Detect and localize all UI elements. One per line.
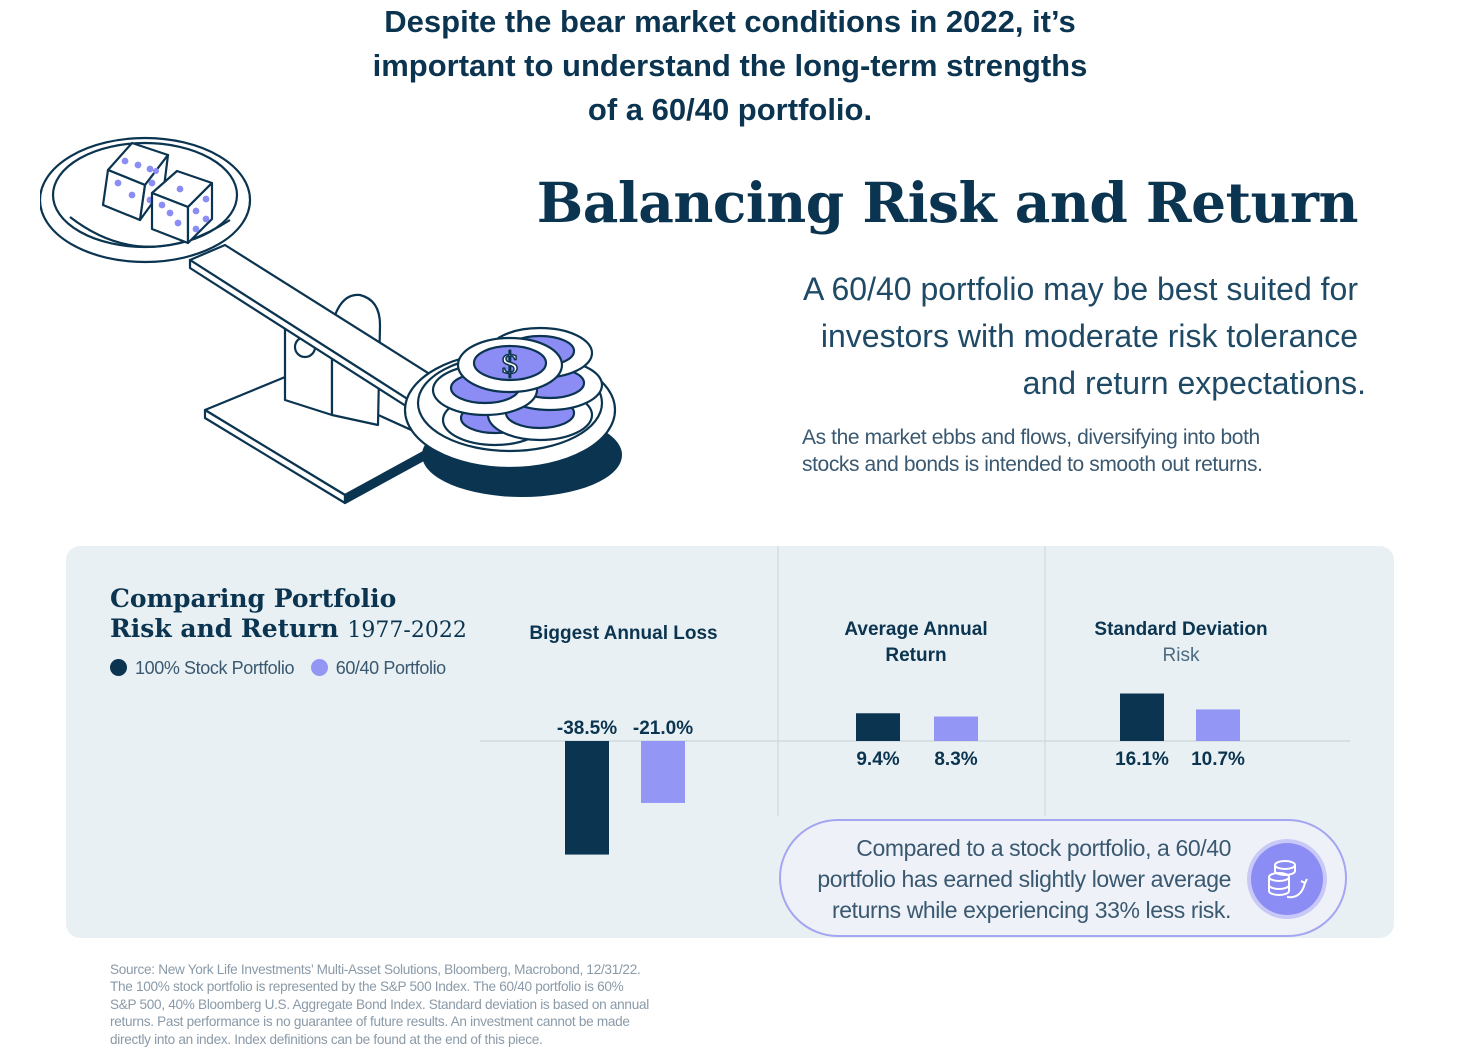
metric-title-line: Return: [885, 645, 947, 666]
body-line: stocks and bonds is intended to smooth o…: [802, 453, 1263, 476]
data-label: -21.0%: [633, 718, 693, 739]
legend-label: 60/40 Portfolio: [335, 658, 446, 678]
subtitle-line: investors with moderate risk tolerance: [820, 318, 1358, 354]
data-label: -38.5%: [557, 718, 617, 739]
callout-line: Compared to a stock portfolio, a 60/40: [856, 835, 1231, 861]
legend-item-6040: 60/40 Portfolio: [310, 658, 446, 679]
source-line: returns. Past performance is no guarante…: [110, 1014, 630, 1030]
comparison-chart: -38.5% 9.4% 16.1% -21.0% 8.3% 10.7%: [480, 546, 1350, 855]
source-line: directly into an index. Index definition…: [110, 1031, 543, 1047]
metric-subtitle: Risk: [1162, 645, 1200, 666]
legend-swatch: [310, 659, 328, 676]
callout-box: Compared to a stock portfolio, a 60/40 p…: [779, 819, 1347, 937]
data-label: 10.7%: [1191, 749, 1245, 770]
headline-line: Despite the bear market conditions in 20…: [384, 4, 1076, 39]
source-note: Source: New York Life Investments’ Multi…: [110, 961, 750, 1048]
metric-title-std: Standard Deviation Risk: [1056, 617, 1306, 669]
chart-title: Comparing Portfolio Risk and Return 1977…: [110, 584, 467, 646]
source-line: S&P 500, 40% Bloomberg U.S. Aggregate Bo…: [110, 996, 649, 1012]
data-label: 8.3%: [934, 749, 977, 770]
headline-line: of a 60/40 portfolio.: [587, 92, 873, 127]
bar-stock-2: [1120, 693, 1164, 741]
bar-6040-2: [1196, 709, 1240, 741]
callout-line: portfolio has earned slightly lower aver…: [817, 866, 1231, 892]
body-line: As the market ebbs and flows, diversifyi…: [802, 426, 1260, 449]
bar-stock-0: [565, 741, 609, 855]
subtitle: A 60/40 portfolio may be best suited for…: [726, 266, 1366, 407]
chart-title-line: Comparing Portfolio: [110, 584, 397, 613]
page-title: Balancing Risk and Return: [536, 170, 1359, 235]
legend-item-stock: 100% Stock Portfolio: [110, 658, 294, 679]
chart-period: 1977-2022: [347, 618, 467, 643]
coins-growth-icon: [1251, 843, 1323, 915]
data-label: 16.1%: [1115, 749, 1169, 770]
source-line: The 100% stock portfolio is represented …: [110, 979, 624, 995]
chart-title-line: Risk and Return: [110, 614, 339, 643]
callout-line: returns while experiencing 33% less risk…: [831, 897, 1231, 923]
metric-title-line: Biggest Annual Loss: [529, 623, 718, 644]
legend-swatch: [110, 659, 127, 676]
legend-label: 100% Stock Portfolio: [135, 658, 295, 678]
comparison-panel: -38.5% 9.4% 16.1% -21.0% 8.3% 10.7% Comparing…: [66, 546, 1394, 938]
source-line: Source: New York Life Investments’ Multi…: [110, 962, 641, 977]
scale-with-dice-and-coins-icon: $: [40, 136, 622, 505]
metric-title-line: Standard Deviation: [1094, 619, 1268, 640]
callout-text: Compared to a stock portfolio, a 60/40 p…: [817, 833, 1231, 926]
metric-title-return: Average Annual Return: [791, 617, 1041, 669]
bar-stock-1: [856, 713, 900, 741]
metric-title-line: Average Annual: [844, 619, 988, 640]
legend: 100% Stock Portfolio 60/40 Portfolio: [110, 658, 458, 679]
bar-6040-1: [934, 716, 978, 741]
svg-text:$: $: [500, 346, 519, 381]
data-label: 9.4%: [856, 749, 899, 770]
metric-title-loss: Biggest Annual Loss: [496, 621, 751, 647]
bar-6040-0: [641, 741, 685, 803]
headline-line: important to understand the long-term st…: [372, 48, 1088, 83]
subtitle-line: and return expectations.: [1022, 365, 1366, 401]
subtitle-line: A 60/40 portfolio may be best suited for: [803, 271, 1358, 307]
body-text: As the market ebbs and flows, diversifyi…: [802, 424, 1362, 478]
headline: Despite the bear market conditions in 20…: [300, 0, 1160, 132]
